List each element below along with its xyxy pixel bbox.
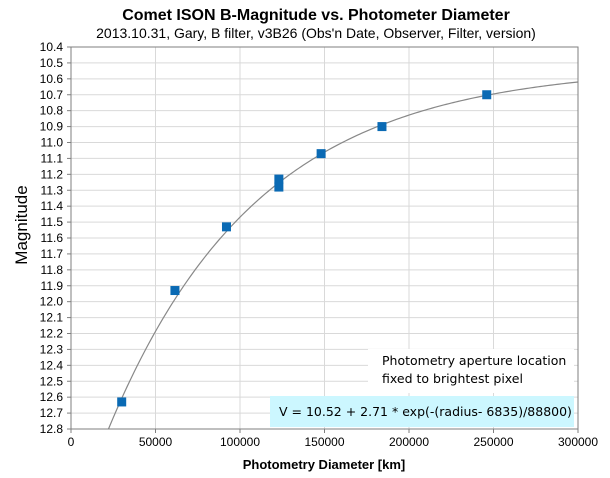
y-tick-label: 12.7: [40, 406, 64, 420]
y-tick-label: 12.3: [40, 342, 64, 356]
y-tick-label: 11.3: [41, 183, 64, 197]
x-tick-label: 50000: [139, 435, 173, 449]
y-tick-label: 12.1: [40, 311, 64, 325]
y-tick-label: 11.5: [41, 215, 64, 229]
y-tick-label: 10.6: [40, 72, 64, 86]
data-point: [117, 397, 127, 407]
data-point: [377, 122, 387, 132]
y-tick-label: 11.7: [41, 247, 64, 261]
x-tick-label: 250000: [473, 435, 513, 449]
y-tick-label: 12.0: [40, 295, 64, 309]
y-tick-label: 12.2: [40, 327, 64, 341]
data-point: [482, 90, 492, 100]
x-axis-label: Photometry Diameter [km]: [243, 457, 406, 472]
formula-text: V = 10.52 + 2.71 * exp(-(radius- 6835)/8…: [279, 404, 572, 419]
data-point: [274, 182, 284, 192]
y-tick-label: 11.4: [41, 199, 64, 213]
y-tick-label: 12.6: [40, 390, 64, 404]
y-tick-label: 10.7: [40, 88, 64, 102]
y-tick-label: 11.9: [41, 279, 64, 293]
x-tick-label: 100000: [220, 435, 260, 449]
y-tick-label: 10.4: [40, 40, 64, 54]
y-tick-label: 11.1: [41, 151, 64, 165]
chart-title: Comet ISON B-Magnitude vs. Photometer Di…: [122, 7, 510, 24]
y-tick-label: 12.4: [40, 358, 64, 372]
note-line-2: fixed to brightest pixel: [382, 371, 523, 386]
note-line-1: Photometry aperture location: [382, 353, 566, 368]
data-point: [316, 149, 326, 159]
formula-box: [270, 396, 574, 427]
x-tick-label: 300000: [558, 435, 598, 449]
y-tick-label: 10.9: [40, 120, 64, 134]
x-axis-ticks: 0 50000 100000 150000 200000 250000 300000: [68, 429, 598, 449]
chart-subtitle: 2013.10.31, Gary, B filter, v3B26 (Obs'n…: [96, 25, 536, 41]
x-tick-label: 0: [68, 435, 75, 449]
data-points: [117, 90, 492, 407]
y-tick-label: 11.2: [41, 167, 64, 181]
x-tick-label: 150000: [304, 435, 344, 449]
y-tick-label: 10.5: [40, 56, 64, 70]
y-tick-label: 10.8: [40, 104, 64, 118]
y-tick-label: 11.8: [41, 263, 64, 277]
y-tick-label: 11.6: [41, 231, 64, 245]
data-point: [170, 286, 180, 296]
y-axis-ticks: 10.4 10.5 10.6 10.7 10.8 10.9 11.011.1 11.2 11.3…: [40, 40, 71, 436]
y-tick-label: 11.0: [41, 136, 64, 150]
data-point: [274, 174, 284, 184]
fit-curve: [107, 81, 579, 430]
y-tick-label: 12.5: [40, 374, 64, 388]
note-box: [368, 349, 574, 393]
x-tick-label: 200000: [389, 435, 429, 449]
data-point: [221, 222, 231, 232]
y-tick-label: 12.8: [40, 422, 64, 436]
y-axis-label: Magnitude: [12, 185, 31, 264]
